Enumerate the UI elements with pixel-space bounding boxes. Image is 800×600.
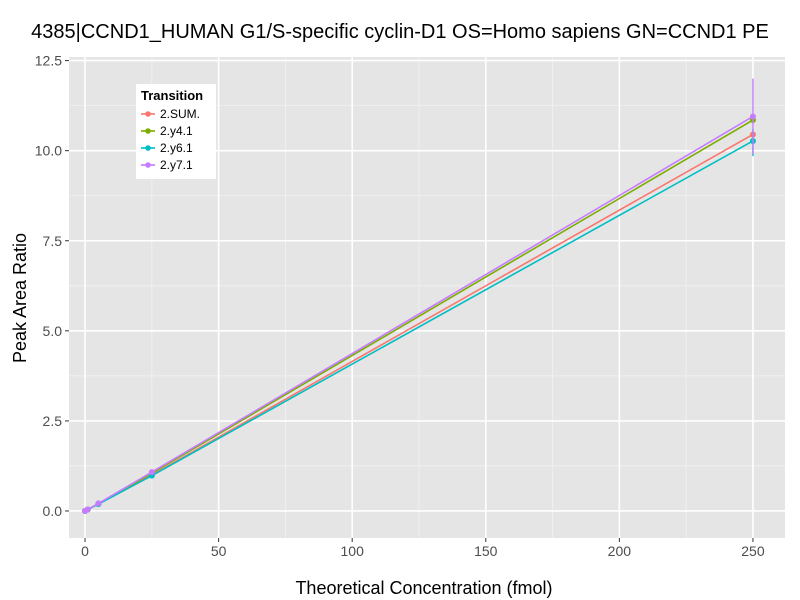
y-axis-title: Peak Area Ratio [10,233,30,363]
legend-key-point [145,128,151,134]
axes: 0 50 100 150 200 250 0.0 2.5 5.0 7.5 10.0 12.5 [35,53,765,559]
x-tick-label: 200 [608,543,632,559]
x-tick-label: 250 [741,543,765,559]
x-tick-label: 0 [81,543,89,559]
legend-label: 2.y6.1 [160,141,193,155]
x-axis-title: Theoretical Concentration (fmol) [295,578,552,598]
legend-title: Transition [141,88,203,103]
legend: Transition 2.SUM. 2.y4.1 2.y6.1 2.y7.1 [136,84,216,179]
legend-key-point [145,145,151,151]
data-point [148,469,155,476]
legend-label: 2.SUM. [160,107,200,121]
series-group [82,78,756,514]
x-tick-label: 50 [211,543,227,559]
y-tick-label: 0.0 [43,503,63,519]
y-tick-label: 12.5 [35,53,62,69]
x-tick-label: 150 [474,543,498,559]
x-tick-label: 100 [341,543,365,559]
legend-key-point [145,162,151,168]
legend-label: 2.y4.1 [160,124,193,138]
y-tick-label: 5.0 [43,323,63,339]
data-point [84,506,91,513]
y-tick-label: 7.5 [43,233,63,249]
chart-title: 4385|CCND1_HUMAN G1/S-specific cyclin-D1… [31,21,769,43]
y-tick-label: 2.5 [43,413,63,429]
legend-key-point [145,111,151,117]
series-layer [82,78,756,514]
data-point [749,113,756,120]
y-tick-label: 10.0 [35,143,62,159]
data-point [95,500,102,507]
legend-label: 2.y7.1 [160,158,193,172]
